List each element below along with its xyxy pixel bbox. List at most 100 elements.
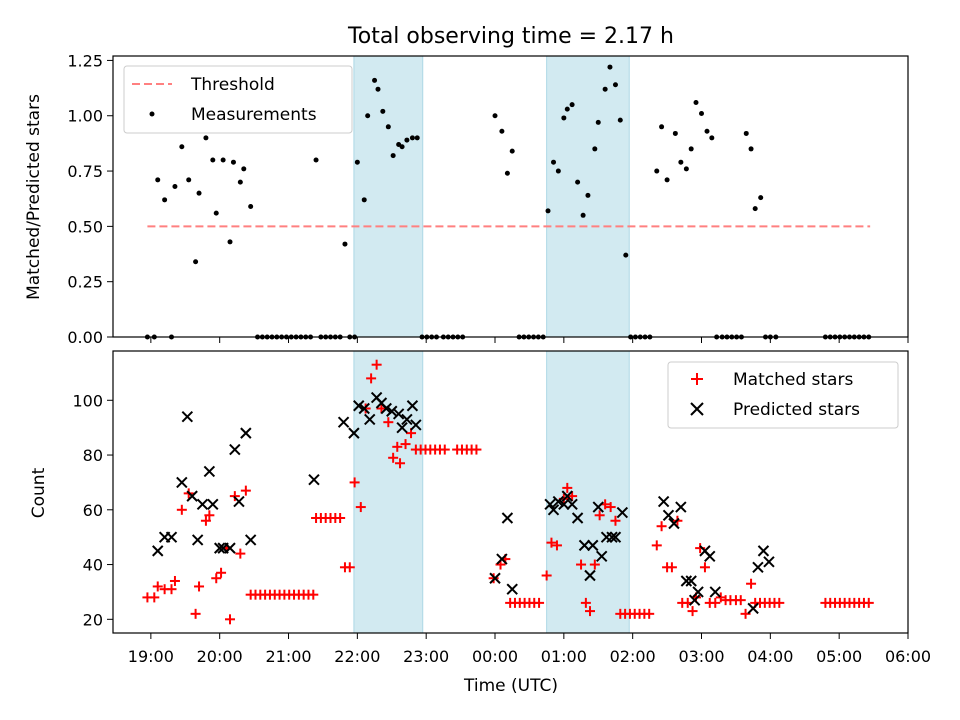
predicted-star-point	[566, 498, 578, 511]
matched-star-point	[152, 581, 163, 592]
predicted-star-point	[704, 550, 716, 563]
predicted-star-point	[396, 421, 408, 434]
bottom-legend-frame	[667, 361, 899, 429]
x-axis-label: Time (UTC)	[463, 676, 558, 696]
measurement-point	[617, 117, 623, 123]
matched-star-point	[551, 540, 562, 551]
measurement-point	[186, 177, 192, 183]
top-legend-frame	[123, 65, 353, 134]
matched-star-point	[204, 510, 215, 521]
measurement-point	[414, 135, 420, 141]
matched-star-point	[400, 439, 411, 450]
measurement-point	[375, 86, 381, 92]
matched-star-point	[166, 584, 177, 595]
matched-star-point	[371, 359, 382, 370]
matched-star-point	[594, 510, 605, 521]
top-panel-shaded-intervals	[353, 55, 630, 338]
measurement-point	[210, 157, 216, 163]
measurement-point	[227, 239, 233, 245]
matched-star-point	[366, 373, 377, 384]
x-tick-label: 05:00	[816, 647, 862, 666]
measurement-point	[561, 115, 567, 121]
matched-star-point	[308, 589, 319, 600]
predicted-star-point	[544, 498, 556, 511]
predicted-star-point	[191, 534, 204, 546]
predicted-star-point	[410, 419, 422, 431]
predicted-star-point	[348, 427, 360, 439]
predicted-star-point	[152, 545, 164, 557]
legend-measurements-swatch	[149, 111, 155, 117]
measurement-point	[709, 135, 715, 141]
legend-matched-swatch	[691, 373, 703, 385]
predicted-star-point	[308, 473, 320, 486]
predicted-star-point	[213, 542, 226, 554]
predicted-star-point	[224, 542, 236, 554]
matched-star-point	[735, 595, 746, 606]
predicted-star-point	[207, 498, 219, 511]
predicted-star-point	[685, 575, 697, 587]
matched-star-point	[687, 606, 698, 617]
predicted-star-point	[757, 545, 770, 557]
matched-star-point	[240, 485, 251, 496]
predicted-star-point	[561, 490, 573, 502]
shaded-interval	[353, 55, 424, 338]
matched-star-point	[710, 597, 721, 608]
measurement-point	[372, 77, 378, 83]
matched-star-point	[774, 597, 785, 608]
measurement-point	[654, 168, 660, 174]
top-y-axis-label: Matched/Predicted stars	[24, 94, 44, 300]
bottom-legend: Matched stars Predicted stars	[667, 361, 899, 429]
y-tick-label: 0.25	[67, 273, 103, 292]
panel-2-frame	[112, 350, 909, 634]
predicted-star-point	[668, 517, 680, 530]
measurement-point	[213, 210, 219, 216]
legend-predicted-label: Predicted stars	[733, 400, 860, 420]
y-tick-label: 100	[72, 391, 103, 410]
measurement-point	[172, 184, 178, 190]
predicted-star-point	[401, 413, 413, 426]
measurement-point	[704, 128, 710, 134]
predicted-star-point	[196, 498, 209, 511]
matched-star-point	[439, 444, 450, 455]
matched-star-point	[546, 537, 557, 548]
matched-star-point	[149, 592, 160, 603]
predicted-star-point	[747, 602, 759, 615]
predicted-star-point	[489, 572, 501, 584]
measurement-point	[342, 241, 348, 247]
predicted-star-point	[547, 504, 560, 516]
x-tick-label: 00:00	[472, 647, 518, 666]
matched-star-point	[190, 608, 201, 619]
y-tick-label: 80	[83, 446, 103, 465]
predicted-star-point	[353, 400, 365, 412]
measurement-point	[743, 130, 749, 136]
measurement-point	[672, 130, 678, 136]
matched-star-point	[651, 540, 662, 551]
predicted-star-point	[571, 512, 584, 524]
matched-star-point	[176, 504, 187, 515]
legend-threshold-label: Threshold	[190, 75, 275, 95]
predicted-star-point	[606, 531, 618, 543]
measurement-point	[499, 128, 505, 134]
predicted-star-point	[176, 476, 188, 489]
predicted-star-point	[244, 534, 257, 546]
predicted-star-point	[595, 550, 608, 563]
predicted-star-point	[587, 539, 599, 552]
measurement-point	[602, 86, 608, 92]
x-tick-label: 23:00	[403, 647, 449, 666]
matched-star-point	[225, 614, 236, 625]
matched-star-point	[699, 562, 710, 573]
measurement-point	[575, 179, 581, 185]
measurement-point	[678, 159, 684, 165]
measurement-point	[196, 190, 202, 196]
measurement-point	[545, 208, 551, 214]
matched-star-point	[576, 559, 587, 570]
predicted-star-point	[558, 498, 570, 511]
y-tick-label: 0.50	[67, 217, 103, 236]
matched-star-point	[194, 581, 205, 592]
x-tick-label: 06:00	[885, 647, 931, 666]
predicted-star-point	[584, 569, 596, 582]
x-tick-label: 02:00	[610, 647, 656, 666]
measurement-point	[758, 195, 764, 201]
matched-star-point	[656, 521, 667, 532]
